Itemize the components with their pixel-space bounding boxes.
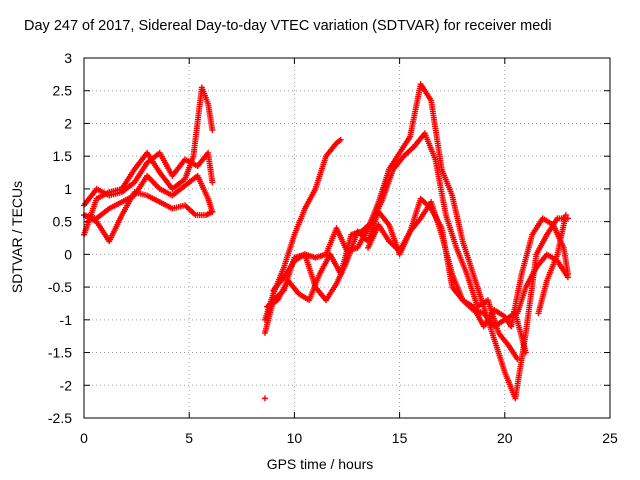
y-tick-label: 2 (64, 115, 72, 131)
x-tick-label: 5 (185, 430, 193, 446)
tick-labels: 0 5 10 15 20 25 -2.5 -2 -1.5 -1 -0.5 0 0.5 1 1.5 2 2.5 3 (48, 50, 618, 446)
y-tick-label: 0 (64, 246, 72, 262)
y-tick-label: 1 (64, 181, 72, 197)
y-tick-label: -0.5 (48, 279, 72, 295)
x-tick-label: 20 (497, 430, 513, 446)
x-tick-label: 0 (80, 430, 88, 446)
y-tick-label: 3 (64, 50, 72, 66)
grid-lines (84, 58, 610, 418)
y-tick-label: 0.5 (53, 214, 73, 230)
marker-isolated-point (261, 395, 268, 402)
marker-track-1 (209, 127, 216, 133)
marker-track-5 (337, 136, 344, 143)
y-tick-label: -1 (60, 312, 73, 328)
x-tick-label: 15 (392, 430, 408, 446)
marker-track-11 (564, 274, 571, 281)
y-axis-label: SDTVAR / TECUs (9, 180, 25, 294)
marker-track-8 (522, 349, 529, 356)
y-tick-label: -2 (60, 377, 73, 393)
y-tick-label: 2.5 (53, 83, 73, 99)
plot-frame (83, 57, 611, 419)
data-markers (81, 81, 571, 402)
y-tick-label: -2.5 (48, 410, 72, 426)
x-tick-label: 25 (602, 430, 618, 446)
marker-track-4 (209, 208, 216, 215)
y-tick-label: -1.5 (48, 345, 72, 361)
marker-track-12 (562, 212, 569, 219)
chart-title: Day 247 of 2017, Sidereal Day-to-day VTE… (24, 18, 552, 34)
x-tick-label: 10 (287, 430, 303, 446)
y-tick-label: 1.5 (53, 148, 73, 164)
marker-track-3 (209, 179, 216, 186)
x-axis-label: GPS time / hours (266, 456, 374, 472)
marker-track-7 (514, 356, 521, 363)
